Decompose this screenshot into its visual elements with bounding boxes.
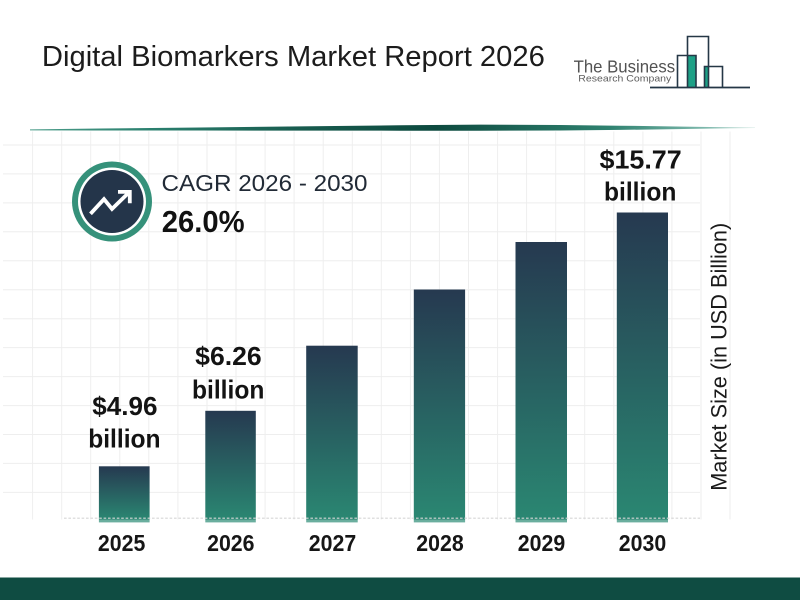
svg-text:The Business: The Business bbox=[574, 56, 676, 76]
svg-text:2026: 2026 bbox=[207, 530, 254, 556]
svg-text:billion: billion bbox=[604, 176, 676, 206]
svg-text:billion: billion bbox=[192, 374, 264, 404]
svg-text:Digital Biomarkers Market Repo: Digital Biomarkers Market Report 2026 bbox=[42, 41, 545, 73]
svg-text:2029: 2029 bbox=[518, 530, 565, 556]
svg-text:$4.96: $4.96 bbox=[92, 391, 157, 421]
svg-text:billion: billion bbox=[88, 424, 160, 454]
svg-text:CAGR 2026 - 2030: CAGR 2026 - 2030 bbox=[162, 170, 368, 196]
svg-text:$6.26: $6.26 bbox=[195, 341, 262, 371]
svg-text:26.0%: 26.0% bbox=[162, 205, 245, 239]
svg-text:Market Size (in USD Billion): Market Size (in USD Billion) bbox=[706, 223, 731, 491]
svg-text:2025: 2025 bbox=[98, 530, 145, 556]
svg-text:2027: 2027 bbox=[309, 530, 356, 556]
svg-text:Research Company: Research Company bbox=[578, 73, 671, 84]
svg-text:2030: 2030 bbox=[619, 530, 666, 556]
svg-text:2028: 2028 bbox=[416, 530, 463, 556]
svg-text:$15.77: $15.77 bbox=[600, 145, 682, 175]
